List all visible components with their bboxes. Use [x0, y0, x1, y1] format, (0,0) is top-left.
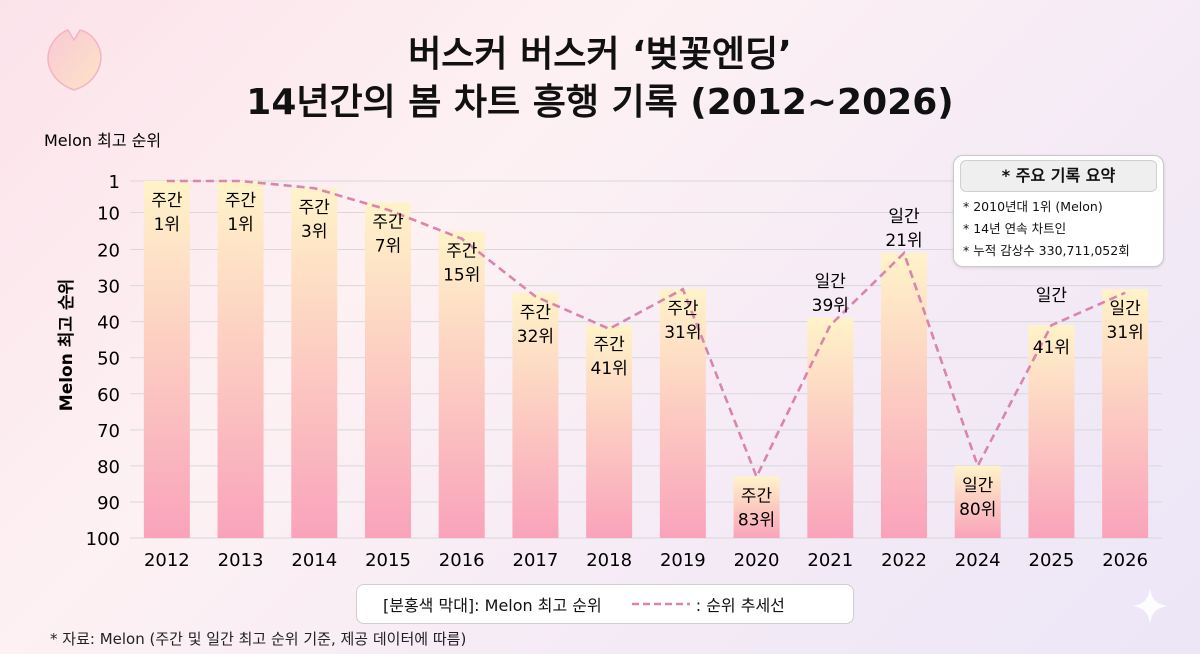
- sparkle-icon: [1132, 588, 1168, 624]
- legend-dashed-line-icon: [631, 602, 690, 606]
- chart-title-line2: 14년간의 봄 차트 흥행 기록 (2012~2026): [246, 82, 954, 123]
- y-tick-label: 100: [86, 529, 120, 550]
- bar-rank-label: 83위: [738, 511, 775, 531]
- x-tick-label: 2013: [218, 550, 264, 571]
- bar-chart-type-label: 일간: [815, 272, 847, 292]
- bar: [954, 465, 1001, 538]
- y-tick-label: 20: [97, 241, 120, 262]
- bar: [1102, 289, 1149, 538]
- x-tick-label: 2019: [660, 550, 706, 571]
- bar-rank-label: 41위: [591, 359, 628, 379]
- y-tick-label: 1: [109, 172, 120, 193]
- legend-bar-label: [분홍색 막대]: Melon 최고 순위: [383, 596, 602, 615]
- bar-rank-label: 31위: [664, 323, 701, 343]
- legend-line-label: : 순위 추세선: [695, 596, 785, 615]
- bar: [733, 476, 780, 538]
- bar-chart-type-label: 주간: [446, 241, 478, 261]
- x-tick-label: 2020: [734, 550, 780, 571]
- bar-chart-type-label: 일간: [888, 207, 920, 227]
- cherry-blossom-petal-icon: [47, 29, 102, 91]
- legend: [분홍색 막대]: Melon 최고 순위 : 순위 추세선: [356, 584, 854, 624]
- bar: [438, 231, 485, 538]
- summary-line: * 2010년대 1위 (Melon): [963, 199, 1103, 214]
- y-tick-label: 40: [97, 313, 120, 334]
- bar-chart-type-label: 주간: [225, 191, 257, 211]
- trend-line: [166, 179, 1126, 480]
- x-tick-labels: 2012 2013 2014 2015 2016 2017 2018 2019 2020 2021…: [144, 550, 1148, 571]
- x-tick-label: 2022: [881, 550, 927, 571]
- x-tick-label: 2024: [955, 550, 1001, 571]
- x-tick-label: 2015: [365, 550, 411, 571]
- bar-rank-label: 3위: [301, 222, 327, 242]
- x-tick-label: 2018: [586, 550, 632, 571]
- y-tick-labels: 1 10 20 30 40 50 60 70 80 90 100: [86, 172, 120, 550]
- y-tick-label: 10: [97, 203, 120, 224]
- x-tick-label: 2016: [439, 550, 485, 571]
- bar: [807, 318, 854, 538]
- x-tick-label: 2026: [1102, 550, 1148, 571]
- source-note: * 자료: Melon (주간 및 일간 최고 순위 기준, 제공 데이터에 따…: [50, 630, 467, 648]
- x-tick-label: 2014: [291, 550, 337, 571]
- bar-rank-label: 1위: [154, 215, 180, 235]
- bar-chart-type-label: 주간: [520, 303, 552, 323]
- bar-chart-type-label: 주간: [667, 299, 699, 319]
- x-tick-label: 2025: [1029, 550, 1075, 571]
- bar: [586, 325, 633, 538]
- bar-rank-label: 7위: [375, 237, 401, 257]
- bar: [512, 292, 559, 538]
- y-tick-label: 30: [97, 277, 120, 298]
- bar-rank-label: 1위: [227, 215, 253, 235]
- x-tick-label: 2017: [513, 550, 559, 571]
- y-tick-label: 70: [97, 421, 120, 442]
- bar: [217, 181, 264, 538]
- bar-rank-label: 39위: [812, 296, 849, 316]
- x-tick-label: 2021: [807, 550, 853, 571]
- bar-rank-label: 21위: [885, 231, 922, 251]
- bar-rank-label: 32위: [517, 327, 554, 347]
- y-tick-label: 90: [97, 493, 120, 514]
- bar-rank-label: 15위: [443, 265, 480, 285]
- bar-chart-type-label: 주간: [299, 198, 331, 218]
- bar-chart-type-label: 주간: [372, 213, 404, 233]
- y-tick-label: 60: [97, 385, 120, 406]
- y-axis-top-label: Melon 최고 순위: [44, 131, 161, 150]
- summary-line: * 14년 연속 차트인: [963, 221, 1067, 236]
- bar-chart-type-label: 주간: [151, 191, 183, 211]
- summary-line: * 누적 감상수 330,711,052회: [963, 243, 1130, 258]
- bar: [1028, 325, 1075, 538]
- summary-box: * 주요 기록 요약 * 2010년대 1위 (Melon) * 14년 연속 …: [953, 155, 1164, 267]
- bar: [365, 202, 411, 539]
- bar: [143, 181, 190, 538]
- bar-chart-type-label: 주간: [594, 335, 626, 355]
- bar-rank-label: 31위: [1107, 323, 1144, 343]
- y-tick-label: 80: [97, 457, 120, 478]
- bar-rank-label: 41위: [1033, 338, 1070, 358]
- bar-chart-type-label: 주간: [741, 487, 773, 507]
- bar: [291, 188, 338, 538]
- x-tick-label: 2012: [144, 550, 190, 571]
- chart-title-line1: 버스커 버스커 ‘벚꽃엔딩’: [408, 34, 792, 75]
- y-axis-label: Melon 최고 순위: [57, 279, 77, 411]
- summary-title: * 주요 기록 요약: [960, 160, 1157, 192]
- bar-chart-type-label: 일간: [1036, 286, 1068, 306]
- bar-chart-type-label: 일간: [1110, 299, 1142, 319]
- y-tick-label: 50: [97, 349, 120, 370]
- bar-rank-label: 80위: [959, 500, 996, 520]
- bar-chart-type-label: 일간: [962, 476, 994, 496]
